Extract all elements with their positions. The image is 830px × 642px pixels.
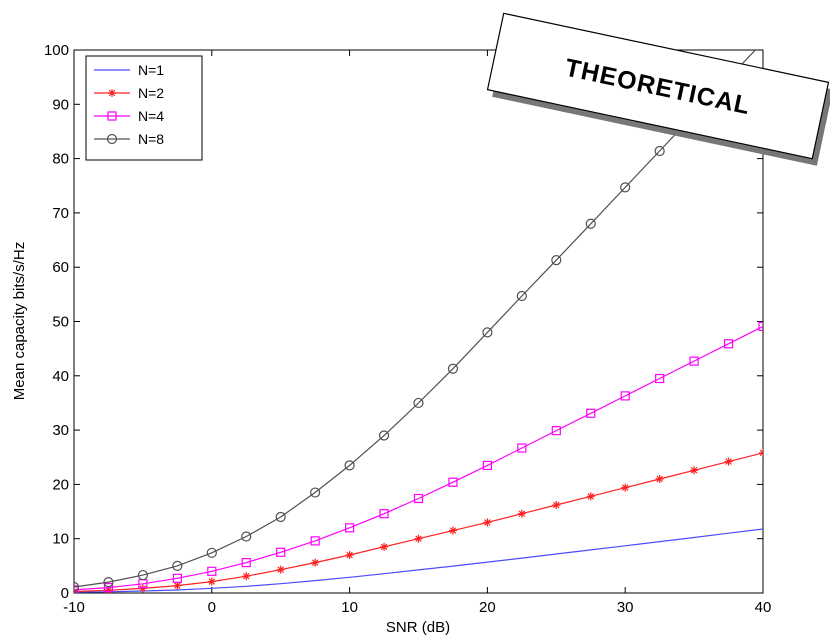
data-point bbox=[275, 511, 286, 523]
y-tick-label: 30 bbox=[52, 422, 69, 439]
legend-marker bbox=[106, 133, 118, 145]
legend-marker bbox=[107, 111, 117, 121]
data-point bbox=[345, 550, 354, 559]
legend-label: N=8 bbox=[138, 131, 164, 147]
data-point bbox=[655, 474, 664, 483]
data-point bbox=[414, 534, 423, 543]
data-point bbox=[207, 566, 217, 576]
data-point bbox=[413, 397, 424, 409]
data-point bbox=[103, 577, 114, 588]
data-point bbox=[690, 466, 699, 475]
x-tick-label: 40 bbox=[755, 599, 772, 616]
y-tick-label: 70 bbox=[52, 205, 69, 222]
y-tick-label: 10 bbox=[52, 531, 69, 548]
data-point bbox=[207, 577, 216, 586]
data-point bbox=[620, 182, 631, 193]
data-point bbox=[242, 572, 251, 581]
data-point bbox=[552, 501, 561, 510]
y-tick-label: 80 bbox=[52, 151, 69, 168]
data-point bbox=[276, 565, 285, 574]
y-tick-label: 20 bbox=[52, 476, 69, 493]
data-point bbox=[516, 290, 527, 302]
x-axis-label: SNR (dB) bbox=[386, 619, 450, 636]
series-line bbox=[74, 325, 763, 591]
data-point bbox=[103, 582, 114, 593]
data-point bbox=[380, 542, 389, 551]
data-point bbox=[689, 356, 699, 366]
data-point bbox=[241, 531, 252, 542]
x-tick-label: 0 bbox=[208, 599, 216, 616]
data-point bbox=[654, 145, 665, 157]
data-point bbox=[310, 536, 320, 546]
data-point bbox=[448, 477, 458, 487]
data-point bbox=[585, 218, 596, 229]
data-point bbox=[206, 547, 217, 558]
data-point bbox=[241, 557, 251, 568]
data-point bbox=[724, 457, 733, 466]
data-point bbox=[344, 460, 355, 471]
data-point bbox=[551, 426, 561, 436]
y-tick-label: 0 bbox=[61, 585, 69, 602]
legend-label: N=4 bbox=[138, 108, 164, 124]
legend-marker bbox=[108, 89, 116, 97]
stamp-box bbox=[486, 12, 830, 160]
data-point bbox=[173, 581, 182, 590]
legend: N=1 N=2 N=4 N=8 bbox=[85, 55, 203, 161]
data-point bbox=[447, 363, 459, 374]
data-point bbox=[517, 443, 527, 453]
legend-box bbox=[85, 55, 203, 161]
data-point bbox=[413, 493, 424, 504]
data-point bbox=[172, 573, 182, 583]
data-point bbox=[758, 321, 763, 331]
data-point bbox=[517, 509, 526, 518]
series-line bbox=[74, 528, 763, 593]
data-point bbox=[483, 518, 492, 527]
data-point bbox=[620, 391, 630, 401]
legend-label: N=1 bbox=[138, 62, 164, 78]
data-point bbox=[655, 373, 665, 384]
series-line bbox=[74, 50, 757, 588]
data-point bbox=[448, 526, 457, 535]
data-point bbox=[551, 255, 562, 266]
data-point bbox=[172, 560, 183, 571]
y-axis-label: Mean capacity bits/s/Hz bbox=[11, 242, 28, 400]
data-point bbox=[74, 581, 80, 593]
data-point bbox=[759, 448, 763, 457]
data-point bbox=[723, 339, 734, 349]
data-point bbox=[586, 492, 595, 501]
data-point bbox=[759, 37, 768, 46]
data-point bbox=[482, 460, 492, 470]
data-point bbox=[138, 584, 147, 593]
y-tick-label: 50 bbox=[52, 314, 69, 331]
data-point bbox=[482, 327, 493, 338]
data-point bbox=[586, 408, 596, 418]
y-tick-label: 60 bbox=[52, 259, 69, 276]
data-point bbox=[345, 523, 355, 533]
x-tick-label: -10 bbox=[63, 599, 85, 616]
series-layer bbox=[74, 37, 768, 593]
data-point bbox=[621, 483, 630, 492]
y-tick-label: 40 bbox=[52, 368, 69, 385]
theoretical-stamp: THEORETICAL bbox=[486, 12, 830, 166]
x-tick-label: 20 bbox=[479, 599, 496, 616]
y-tick-label: 90 bbox=[52, 96, 69, 113]
y-tick-label: 100 bbox=[44, 42, 69, 59]
data-point bbox=[310, 487, 321, 498]
data-point bbox=[379, 509, 389, 519]
data-point bbox=[378, 430, 390, 441]
x-tick-label: 30 bbox=[617, 599, 634, 616]
x-tick-label: 10 bbox=[341, 599, 358, 616]
legend-label: N=2 bbox=[138, 85, 164, 101]
data-point bbox=[276, 547, 286, 557]
data-point bbox=[137, 569, 148, 581]
data-point bbox=[311, 558, 320, 567]
